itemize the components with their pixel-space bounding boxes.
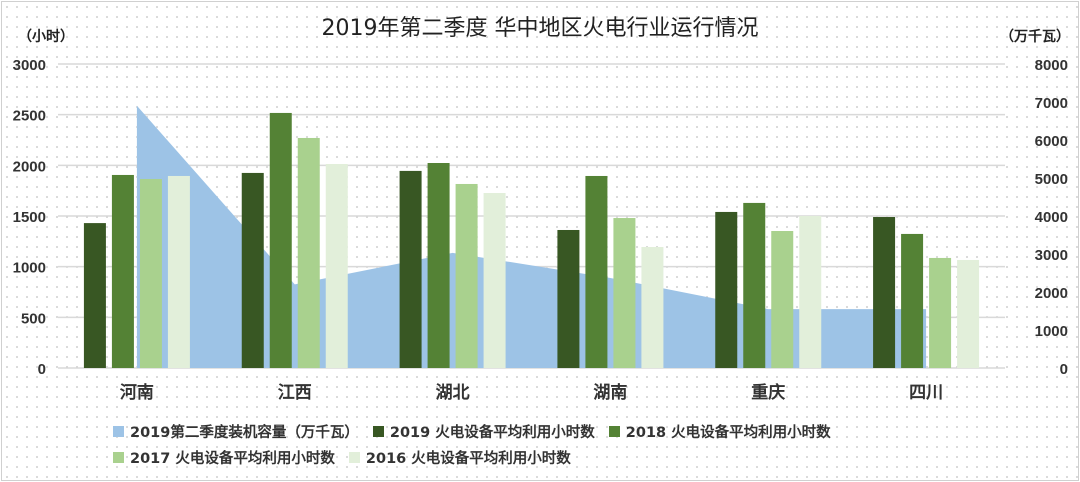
- legend-item: 2019第二季度装机容量（万千瓦）: [113, 418, 359, 444]
- bar-2017-湖北: [455, 183, 478, 368]
- legend-swatch: [113, 425, 124, 437]
- right-tick-label: 1000: [1035, 323, 1068, 340]
- bar-2016-湖北: [483, 192, 506, 368]
- bar-2016-重庆: [799, 216, 822, 368]
- bar-2017-江西: [297, 137, 320, 368]
- bar-2017-四川: [929, 257, 952, 368]
- right-tick-label: 4000: [1035, 209, 1068, 226]
- bar-2019-江西: [241, 172, 264, 368]
- bar-2018-湖北: [427, 163, 450, 368]
- legend-swatch: [372, 425, 384, 437]
- legend-item: 2016 火电设备平均利用小时数: [348, 444, 571, 470]
- category-label: 四川: [909, 383, 943, 403]
- left-tick-label: 1000: [13, 260, 46, 277]
- bar-2019-河南: [83, 223, 106, 368]
- bar-2017-湖南: [613, 218, 636, 368]
- left-axis-unit: （小时）: [18, 29, 74, 45]
- legend-label: 2017 火电设备平均利用小时数: [130, 450, 335, 467]
- right-tick-label: 2000: [1035, 285, 1068, 302]
- bar-2017-河南: [139, 179, 162, 368]
- legend-swatch: [113, 451, 124, 463]
- bar-2019-四川: [873, 217, 896, 368]
- left-tick-label: 0: [38, 361, 46, 378]
- legend-swatch: [608, 425, 620, 437]
- left-tick-label: 2500: [13, 108, 46, 125]
- right-tick-label: 3000: [1035, 247, 1068, 264]
- bar-2018-四川: [901, 233, 924, 368]
- legend-swatch: [348, 451, 360, 463]
- chart-title: 2019年第二季度 华中地区火电行业运行情况: [321, 16, 759, 41]
- bar-2018-河南: [111, 174, 134, 368]
- right-tick-label: 5000: [1035, 171, 1068, 188]
- left-tick-label: 2000: [13, 158, 46, 175]
- bar-2019-湖南: [557, 229, 580, 368]
- left-tick-label: 3000: [13, 57, 46, 74]
- right-tick-label: 0: [1060, 361, 1068, 378]
- right-tick-label: 7000: [1035, 95, 1068, 112]
- legend-item: 2017 火电设备平均利用小时数: [113, 444, 335, 470]
- bar-2017-重庆: [771, 230, 794, 368]
- legend-label: 2019第二季度装机容量（万千瓦）: [130, 424, 359, 441]
- legend: 2019第二季度装机容量（万千瓦） 2019 火电设备平均利用小时数 2018 火电…: [113, 418, 1013, 470]
- category-label: 湖北: [436, 383, 470, 403]
- left-tick-label: 1500: [13, 209, 46, 226]
- bar-2016-江西: [325, 164, 348, 368]
- bar-2019-重庆: [715, 211, 738, 368]
- right-tick-label: 8000: [1035, 57, 1068, 74]
- right-axis-unit: （万千瓦）: [1000, 29, 1070, 45]
- bar-2019-湖北: [399, 170, 422, 368]
- legend-label: 2016 火电设备平均利用小时数: [365, 450, 571, 467]
- category-label: 重庆: [751, 382, 785, 403]
- legend-item: 2018 火电设备平均利用小时数: [608, 418, 831, 444]
- bar-2018-重庆: [743, 202, 766, 368]
- bar-2016-河南: [167, 175, 190, 368]
- bar-2018-江西: [269, 112, 292, 368]
- bar-2016-四川: [957, 259, 980, 368]
- legend-label: 2018 火电设备平均利用小时数: [625, 424, 831, 441]
- bar-2018-湖南: [585, 175, 608, 368]
- category-label: 河南: [120, 382, 154, 403]
- bar-2016-湖南: [641, 247, 664, 368]
- legend-label: 2019 火电设备平均利用小时数: [389, 424, 595, 441]
- category-label: 江西: [278, 383, 312, 403]
- legend-item: 2019 火电设备平均利用小时数: [372, 418, 595, 444]
- category-label: 湖南: [593, 382, 627, 403]
- right-tick-label: 6000: [1035, 133, 1068, 150]
- left-tick-label: 500: [21, 310, 46, 327]
